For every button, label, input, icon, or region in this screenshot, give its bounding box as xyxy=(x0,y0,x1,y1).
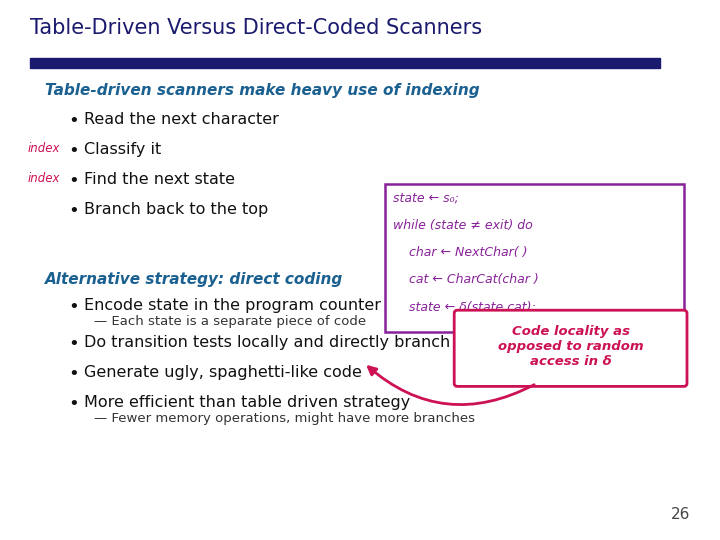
Text: •: • xyxy=(68,365,78,383)
Text: •: • xyxy=(68,298,78,316)
Text: Encode state in the program counter: Encode state in the program counter xyxy=(84,298,381,313)
FancyBboxPatch shape xyxy=(454,310,687,387)
Text: cat ← CharCat(char ): cat ← CharCat(char ) xyxy=(393,273,539,287)
Text: Read the next character: Read the next character xyxy=(84,112,279,127)
Text: 26: 26 xyxy=(670,507,690,522)
Text: Table-driven scanners make heavy use of indexing: Table-driven scanners make heavy use of … xyxy=(45,83,480,98)
Text: — Each state is a separate piece of code: — Each state is a separate piece of code xyxy=(94,315,366,328)
Text: Code locality as
opposed to random
access in δ: Code locality as opposed to random acces… xyxy=(498,325,644,368)
Bar xyxy=(30,58,660,68)
Text: state ← s₀;: state ← s₀; xyxy=(393,192,459,205)
Text: •: • xyxy=(68,172,78,190)
Text: •: • xyxy=(68,142,78,160)
Text: •: • xyxy=(68,395,78,413)
Text: •: • xyxy=(68,335,78,353)
Text: Find the next state: Find the next state xyxy=(84,172,235,187)
Text: state ← δ(state,cat);: state ← δ(state,cat); xyxy=(393,301,536,314)
Text: More efficient than table driven strategy: More efficient than table driven strateg… xyxy=(84,395,410,410)
Text: index: index xyxy=(28,172,60,185)
Text: char ← NextChar( ): char ← NextChar( ) xyxy=(393,246,528,259)
Text: — Fewer memory operations, might have more branches: — Fewer memory operations, might have mo… xyxy=(94,412,475,425)
Bar xyxy=(385,184,684,332)
Text: •: • xyxy=(68,202,78,220)
Text: Table-Driven Versus Direct-Coded Scanners: Table-Driven Versus Direct-Coded Scanner… xyxy=(30,18,482,38)
Text: while (state ≠ exit) do: while (state ≠ exit) do xyxy=(393,219,533,232)
Text: Branch back to the top: Branch back to the top xyxy=(84,202,269,217)
Text: Generate ugly, spaghetti-like code: Generate ugly, spaghetti-like code xyxy=(84,365,362,380)
Text: Do transition tests locally and directly branch: Do transition tests locally and directly… xyxy=(84,335,450,350)
Text: Classify it: Classify it xyxy=(84,142,161,157)
Text: •: • xyxy=(68,112,78,130)
Text: index: index xyxy=(28,142,60,155)
Text: Alternative strategy: direct coding: Alternative strategy: direct coding xyxy=(45,272,343,287)
